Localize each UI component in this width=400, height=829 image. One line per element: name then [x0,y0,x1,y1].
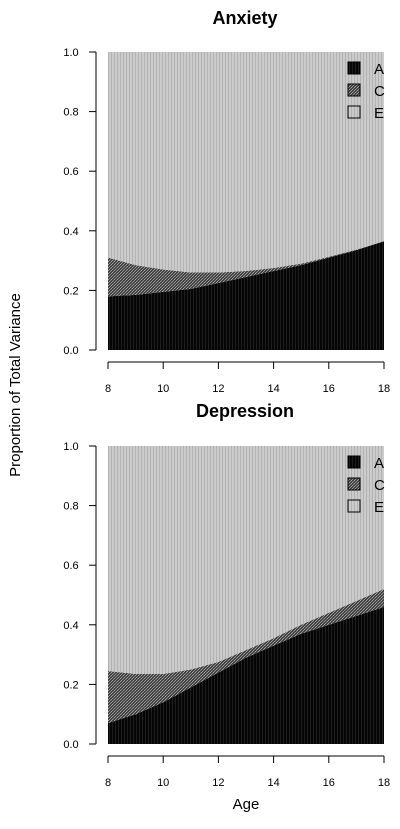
area-c-1 [108,589,384,724]
legend-swatch-c [347,83,361,97]
legend-swatch-e [347,105,361,119]
y-tick-label: 0.6 [63,560,78,572]
x-tick-label: 12 [212,777,224,789]
legend-label-a: A [374,455,384,472]
y-axis-title: Proportion of Total Variance [7,293,24,477]
legend-swatch-a [347,455,361,469]
y-tick-label: 0.8 [63,501,78,513]
x-tick-label: 10 [157,777,169,789]
x-tick-label: 8 [105,777,111,789]
x-tick-label: 18 [378,383,390,395]
x-axis-title: Age [233,796,260,813]
x-tick-label: 18 [378,777,390,789]
area-c-0 [108,241,384,297]
y-tick-label: 0.0 [63,345,78,357]
legend-swatch-e [347,499,361,513]
area-a-1 [108,606,384,744]
legend-label-e: E [374,499,384,516]
y-tick-label: 0.2 [63,679,78,691]
area-a-0 [108,241,384,350]
area-e-1 [108,446,384,674]
x-tick-label: 16 [323,383,335,395]
panel-title: Anxiety [212,8,277,28]
x-tick-label: 10 [157,383,169,395]
legend-label-a: A [374,61,384,78]
legend-swatch-c [347,477,361,491]
x-tick-label: 16 [323,777,335,789]
y-tick-label: 0.2 [63,285,78,297]
y-tick-label: 0.4 [63,620,78,632]
y-tick-label: 0.8 [63,107,78,119]
legend-label-c: C [374,477,385,494]
x-tick-label: 14 [267,383,279,395]
y-tick-label: 1.0 [63,47,78,59]
legend-label-c: C [374,83,385,100]
x-tick-label: 14 [267,777,279,789]
y-tick-label: 0.6 [63,166,78,178]
area-e-0 [108,52,384,273]
legend-swatch-a [347,61,361,75]
panel-title: Depression [196,401,294,421]
y-tick-label: 0.4 [63,226,78,238]
chart-panel-1: Depression 0.0 0.2 0.4 0.6 0.8 1.0 8 10 12 14 16 18 A… [63,401,390,789]
x-tick-label: 8 [105,383,111,395]
legend-label-e: E [374,105,384,122]
x-tick-label: 12 [212,383,224,395]
y-tick-label: 1.0 [63,441,78,453]
y-tick-label: 0.0 [63,739,78,751]
chart-panel-0: Anxiety 0.0 0.2 0.4 0.6 0.8 1.0 8 10 12 14 16 18 ACE [63,8,390,395]
